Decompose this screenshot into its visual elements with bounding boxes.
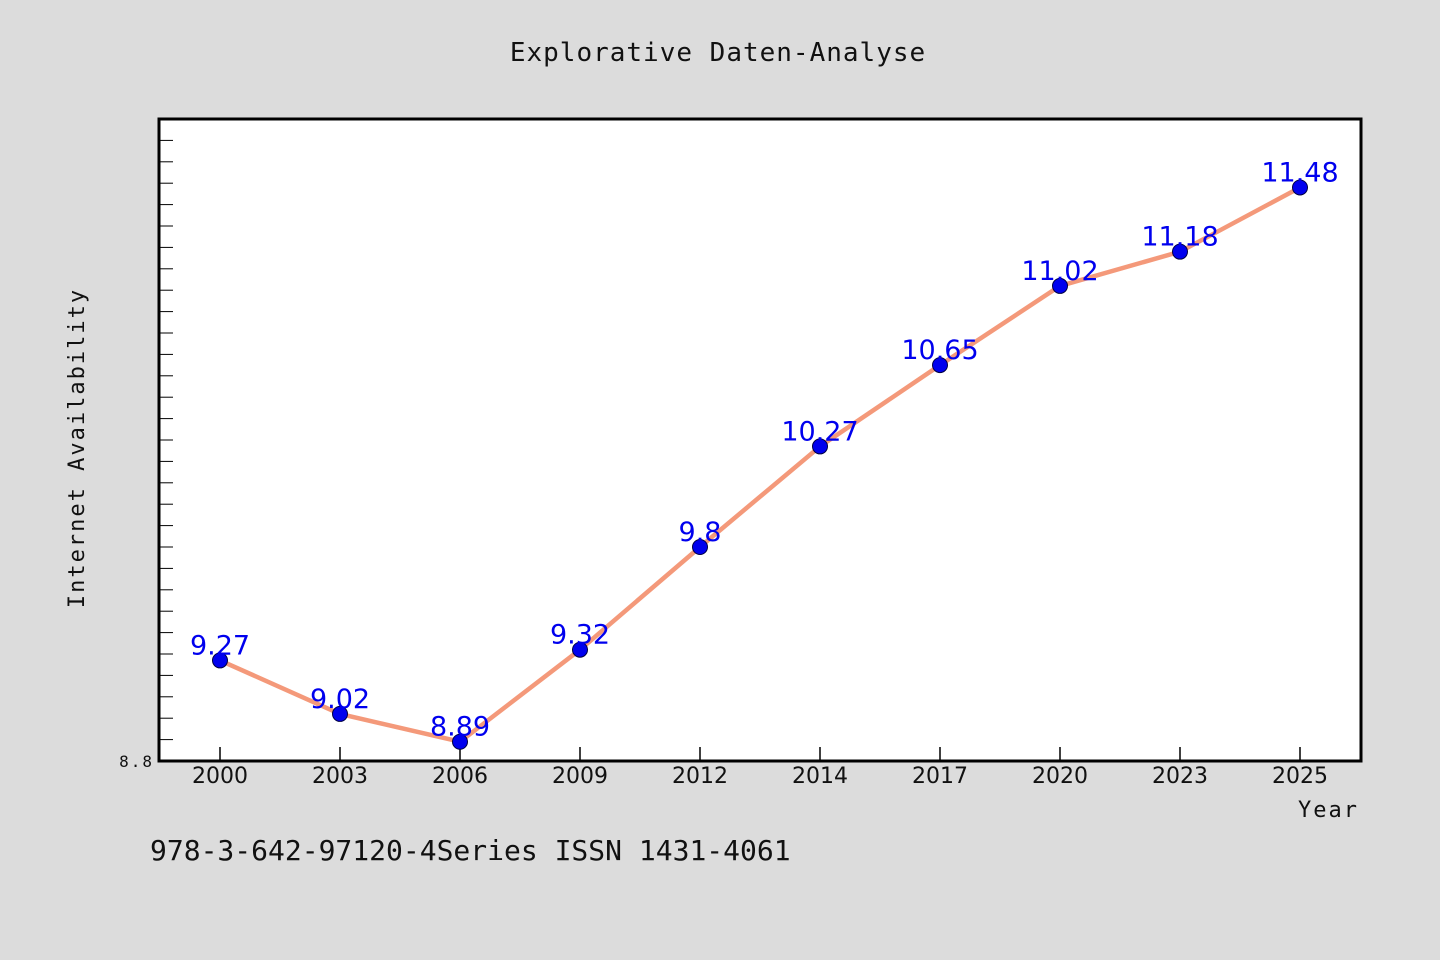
plot-area <box>157 117 1363 763</box>
data-point <box>692 539 708 555</box>
x-axis-ticks: 2000 2003 2006 2009 2012 2014 2017 2020 2023 2025 <box>192 747 1328 789</box>
y-tick-label: 8.8 <box>119 752 154 771</box>
data-label: 8.89 <box>430 712 490 743</box>
marker-layer <box>212 179 1308 750</box>
data-point <box>212 652 228 669</box>
data-label: 9.02 <box>310 684 370 715</box>
series-line <box>217 185 1303 744</box>
chart-title: Explorative Daten-Analyse <box>510 38 926 68</box>
x-tick-label: 2006 <box>432 764 488 789</box>
data-label: 9.8 <box>679 517 722 548</box>
x-tick-label: 2009 <box>552 764 608 789</box>
x-tick-label: 2000 <box>192 764 248 789</box>
y-axis-label: Internet Availability <box>65 288 90 608</box>
data-point <box>932 357 948 374</box>
data-label: 10.27 <box>781 416 858 447</box>
x-tick-label: 2012 <box>672 764 728 789</box>
data-label: 11.18 <box>1141 222 1218 253</box>
data-point <box>1052 277 1068 294</box>
x-axis-label: Year <box>1298 798 1359 823</box>
x-tick-label: 2023 <box>1152 764 1208 789</box>
data-point <box>332 705 348 722</box>
data-point <box>1292 179 1308 196</box>
series-layer <box>217 185 1303 744</box>
x-tick-label: 2017 <box>912 764 968 789</box>
x-tick-label: 2003 <box>312 764 368 789</box>
x-tick-label: 2025 <box>1272 764 1328 789</box>
data-label: 11.48 <box>1261 157 1338 188</box>
data-label: 10.65 <box>901 335 978 366</box>
data-label: 9.27 <box>190 630 250 661</box>
x-tick-label: 2020 <box>1032 764 1088 789</box>
x-tick-label: 2014 <box>792 764 848 789</box>
data-label-layer: 9.27 9.02 8.89 9.32 9.8 10.27 10.65 11.02 11.18 1… <box>190 157 1339 742</box>
y-axis-ticks: 8.8 <box>119 139 173 771</box>
data-label: 11.02 <box>1021 256 1098 287</box>
data-point <box>452 733 468 750</box>
data-point <box>572 641 588 658</box>
data-point <box>1172 243 1188 260</box>
footer-note: 978-3-642-97120-4Series ISSN 1431-4061 <box>150 834 791 867</box>
data-label: 9.32 <box>550 620 610 651</box>
data-point <box>812 438 828 455</box>
